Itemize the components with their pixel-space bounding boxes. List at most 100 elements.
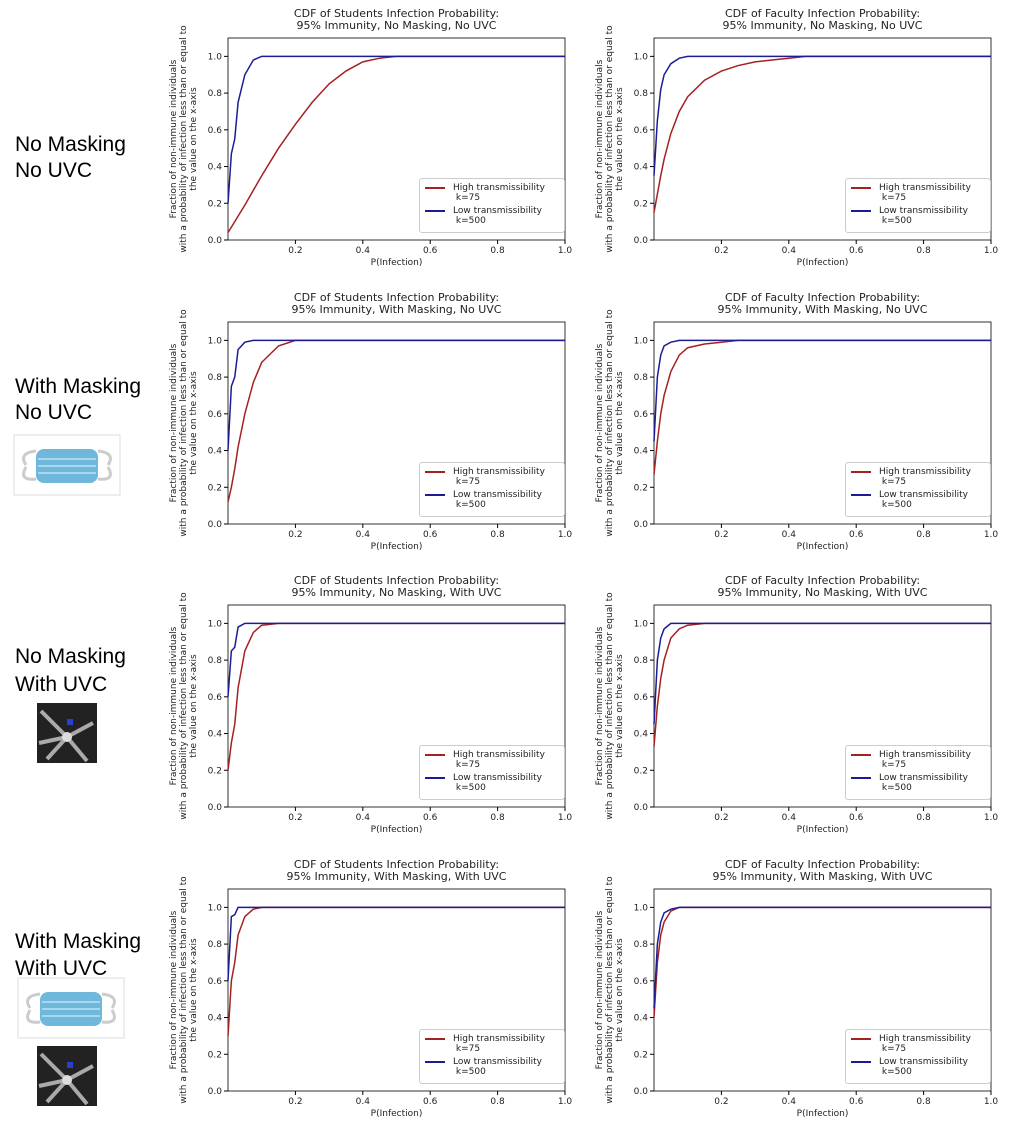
legend-entry: Low transmissibility k=500 — [425, 773, 559, 793]
y-tick-label: 0.6 — [208, 410, 223, 420]
chart-title: CDF of Students Infection Probability: — [294, 7, 499, 20]
x-tick-label: 0.6 — [423, 530, 438, 540]
x-tick-label: 0.8 — [916, 1097, 931, 1107]
y-axis-label: the value on the x-axis — [615, 654, 625, 758]
series-line — [653, 906, 991, 1009]
x-tick-label: 1.0 — [558, 1097, 573, 1107]
legend-label: High transmissibility k=75 — [453, 467, 545, 487]
x-tick-label: 0.4 — [782, 813, 797, 823]
x-tick-label: 0.4 — [356, 813, 371, 823]
x-tick-label: 0.2 — [714, 1097, 728, 1107]
mask-icon — [13, 434, 121, 496]
legend-label: Low transmissibility k=500 — [453, 490, 542, 510]
y-tick-label: 1.0 — [634, 903, 649, 913]
y-axis-label: with a probability of infection less tha… — [179, 25, 189, 253]
y-tick-label: 1.0 — [634, 336, 649, 346]
y-axis-label: with a probability of infection less tha… — [605, 309, 615, 537]
y-tick-label: 0.2 — [634, 766, 648, 776]
x-tick-label: 1.0 — [984, 530, 999, 540]
x-tick-label: 0.8 — [490, 246, 505, 256]
legend-swatch — [851, 494, 871, 496]
chart-title: 95% Immunity, With Masking, No UVC — [292, 303, 502, 316]
x-tick-label: 0.2 — [288, 530, 302, 540]
y-tick-label: 1.0 — [208, 336, 223, 346]
row-label: No Masking — [15, 133, 126, 156]
legend-label: High transmissibility k=75 — [453, 750, 545, 770]
legend-swatch — [851, 1061, 871, 1063]
y-tick-label: 0.8 — [208, 89, 223, 99]
chart: CDF of Faculty Infection Probability:95%… — [595, 858, 998, 1119]
legend-swatch — [425, 1061, 445, 1063]
chart-title: CDF of Faculty Infection Probability: — [725, 7, 920, 20]
series-line — [227, 55, 565, 204]
y-axis-label: Fraction of non-immune individuals — [169, 910, 179, 1069]
legend-swatch — [851, 777, 871, 779]
x-tick-label: 0.2 — [288, 1097, 302, 1107]
y-tick-label: 0.2 — [634, 483, 648, 493]
series-line — [227, 906, 565, 981]
y-tick-label: 0.2 — [208, 483, 222, 493]
y-tick-label: 0.4 — [208, 730, 223, 740]
legend-swatch — [425, 210, 445, 212]
legend: High transmissibility k=75 Low transmissi… — [419, 745, 565, 800]
x-tick-label: 0.4 — [356, 1097, 371, 1107]
y-tick-label: 0.0 — [634, 803, 649, 813]
x-tick-label: 0.2 — [714, 813, 728, 823]
uvc-fan-icon — [37, 1046, 97, 1106]
y-axis-label: Fraction of non-immune individuals — [595, 910, 605, 1069]
x-tick-label: 0.8 — [916, 530, 931, 540]
chart-title: CDF of Students Infection Probability: — [294, 858, 499, 871]
y-tick-label: 0.0 — [634, 520, 649, 530]
x-axis-label: P(Infection) — [371, 1109, 423, 1119]
chart-title: CDF of Students Infection Probability: — [294, 574, 499, 587]
y-tick-label: 0.0 — [208, 236, 223, 246]
x-tick-label: 0.4 — [356, 246, 371, 256]
legend-entry: Low transmissibility k=500 — [425, 206, 559, 226]
mask-icon — [17, 977, 125, 1039]
y-axis-label: Fraction of non-immune individuals — [169, 343, 179, 502]
y-tick-label: 0.6 — [208, 126, 223, 136]
y-axis-label: the value on the x-axis — [189, 87, 199, 191]
x-tick-label: 0.6 — [423, 1097, 438, 1107]
row-label: With Masking — [15, 375, 141, 398]
x-tick-label: 1.0 — [558, 246, 573, 256]
series-line — [653, 55, 991, 176]
row-label: With UVC — [15, 957, 107, 980]
legend-label: Low transmissibility k=500 — [879, 1057, 968, 1077]
y-tick-label: 0.6 — [634, 126, 649, 136]
x-tick-label: 0.2 — [288, 246, 302, 256]
y-tick-label: 0.4 — [208, 163, 223, 173]
legend-entry: Low transmissibility k=500 — [851, 773, 985, 793]
x-tick-label: 0.6 — [849, 1097, 864, 1107]
x-tick-label: 0.2 — [288, 813, 302, 823]
legend-label: High transmissibility k=75 — [879, 183, 971, 203]
y-tick-label: 0.8 — [208, 656, 223, 666]
legend-swatch — [425, 777, 445, 779]
legend-swatch — [425, 494, 445, 496]
y-tick-label: 0.6 — [634, 693, 649, 703]
legend-swatch — [851, 187, 871, 189]
legend: High transmissibility k=75 Low transmissi… — [419, 178, 565, 233]
row-label: With UVC — [15, 673, 107, 696]
x-tick-label: 0.4 — [782, 1097, 797, 1107]
y-tick-label: 0.4 — [208, 447, 223, 457]
y-axis-label: the value on the x-axis — [189, 654, 199, 758]
y-tick-label: 0.4 — [208, 1014, 223, 1024]
y-tick-label: 1.0 — [634, 619, 649, 629]
x-tick-label: 1.0 — [558, 813, 573, 823]
legend: High transmissibility k=75 Low transmissi… — [419, 1029, 565, 1084]
legend-label: High transmissibility k=75 — [879, 1034, 971, 1054]
legend-entry: High transmissibility k=75 — [425, 750, 559, 770]
y-axis-label: Fraction of non-immune individuals — [595, 343, 605, 502]
y-axis-label: with a probability of infection less tha… — [605, 25, 615, 253]
row-label: No UVC — [15, 401, 92, 424]
y-tick-label: 0.4 — [634, 730, 649, 740]
series-line — [653, 339, 991, 442]
y-axis-label: with a probability of infection less tha… — [179, 309, 189, 537]
legend-label: Low transmissibility k=500 — [879, 206, 968, 226]
y-axis-label: Fraction of non-immune individuals — [169, 59, 179, 218]
y-axis-label: Fraction of non-immune individuals — [595, 626, 605, 785]
y-tick-label: 0.2 — [208, 1050, 222, 1060]
y-tick-label: 0.2 — [634, 1050, 648, 1060]
y-tick-label: 0.2 — [634, 199, 648, 209]
